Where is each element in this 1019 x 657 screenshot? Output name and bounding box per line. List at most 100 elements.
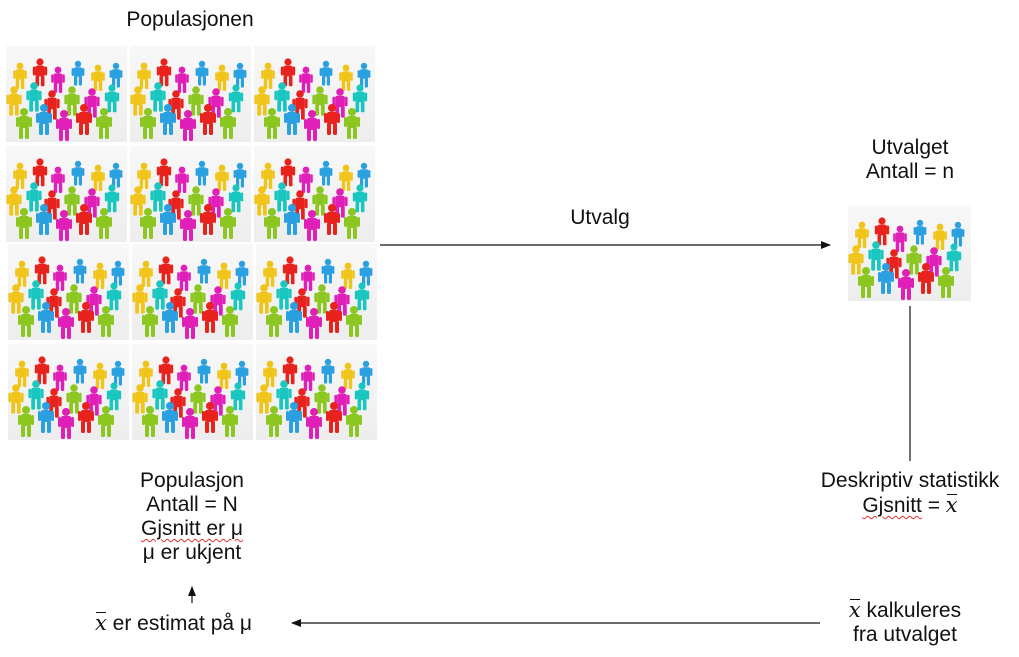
person-figure-icon [175, 166, 189, 193]
crowd-image [132, 244, 253, 340]
person-figure-icon [346, 306, 362, 337]
person-figure-icon [276, 280, 292, 310]
person-figure-icon [96, 108, 112, 139]
crowd-image [6, 146, 127, 242]
person-figure-icon [98, 306, 114, 337]
person-figure-icon [341, 362, 355, 389]
person-figure-icon [858, 267, 874, 298]
person-figure-icon [319, 160, 333, 186]
descriptive-title: Deskriptiv statistikk [820, 469, 1000, 492]
person-figure-icon [210, 286, 226, 316]
spellcheck-word: Gjsnitt [862, 494, 922, 517]
person-figure-icon [855, 221, 869, 248]
person-figure-icon [76, 104, 92, 135]
crowd-figures [130, 158, 247, 241]
person-figure-icon [150, 182, 166, 212]
crowd-image [8, 244, 129, 340]
person-figure-icon [228, 184, 244, 213]
person-figure-icon [263, 360, 277, 387]
person-figure-icon [16, 108, 32, 139]
person-figure-icon [132, 384, 148, 414]
crowd-image [132, 344, 253, 440]
person-figure-icon [162, 402, 178, 433]
person-figure-icon [109, 62, 123, 88]
person-figure-icon [235, 260, 249, 286]
person-figure-icon [341, 262, 355, 289]
population-label-line: Populasjon [140, 469, 244, 492]
person-figure-icon [26, 82, 42, 112]
calculated-line: x kalkuleres [820, 598, 990, 623]
person-figure-icon [162, 302, 178, 333]
person-figure-icon [254, 186, 270, 216]
person-figure-icon [188, 86, 204, 116]
person-figure-icon [53, 264, 67, 291]
person-figure-icon [321, 358, 335, 384]
crowd-image [130, 46, 251, 142]
person-figure-icon [215, 164, 229, 191]
person-figure-icon [230, 282, 246, 311]
person-figure-icon [91, 164, 105, 191]
person-figure-icon [58, 308, 74, 339]
person-figure-icon [933, 223, 947, 250]
calculated-text: kalkuleres [860, 599, 962, 622]
person-figure-icon [312, 186, 328, 216]
person-figure-icon [38, 402, 54, 433]
crowd-image [130, 146, 251, 242]
x-bar-symbol: x [95, 611, 107, 635]
person-figure-icon [321, 258, 335, 284]
person-figure-icon [339, 64, 353, 91]
person-figure-icon [182, 308, 198, 339]
person-figure-icon [96, 208, 112, 239]
estimate-text: er estimat på μ [106, 612, 252, 635]
person-figure-icon [66, 284, 82, 314]
person-figure-icon [156, 158, 172, 187]
person-figure-icon [938, 267, 954, 298]
x-bar-symbol: x [848, 598, 861, 622]
person-figure-icon [6, 86, 22, 116]
population-count-line: Antall = N [146, 493, 238, 516]
person-figure-icon [137, 62, 151, 89]
person-figure-icon [222, 406, 238, 437]
person-figure-icon [13, 62, 27, 89]
crowd-figures [132, 256, 249, 339]
person-figure-icon [28, 380, 44, 410]
person-figure-icon [15, 360, 29, 387]
person-figure-icon [286, 302, 302, 333]
person-figure-icon [190, 384, 206, 414]
person-figure-icon [266, 306, 282, 337]
person-figure-icon [334, 386, 350, 416]
equals-text: = [921, 494, 946, 517]
crowd-figures [6, 158, 123, 241]
person-figure-icon [299, 66, 313, 93]
person-figure-icon [215, 64, 229, 91]
crowd-image [6, 46, 127, 142]
person-figure-icon [878, 263, 894, 294]
crowd-figures [130, 58, 247, 141]
population-title: Populasjonen [126, 8, 254, 31]
person-figure-icon [946, 243, 962, 272]
person-figure-icon [142, 306, 158, 337]
person-figure-icon [319, 60, 333, 86]
person-figure-icon [64, 86, 80, 116]
person-figure-icon [26, 182, 42, 212]
person-figure-icon [312, 86, 328, 116]
crowd-image [8, 344, 129, 440]
person-figure-icon [130, 86, 146, 116]
person-figure-icon [200, 104, 216, 135]
from-sample-text: fra utvalget [853, 623, 957, 646]
sample-title-line: Utvalget [871, 136, 949, 159]
person-figure-icon [306, 308, 322, 339]
person-figure-icon [137, 162, 151, 189]
person-figure-icon [175, 66, 189, 93]
person-figure-icon [177, 364, 191, 391]
person-figure-icon [195, 160, 209, 186]
person-figure-icon [44, 90, 60, 120]
population-mean-line: Gjsnitt er μ [112, 517, 272, 541]
person-figure-icon [106, 282, 122, 311]
person-figure-icon [266, 406, 282, 437]
person-figure-icon [78, 302, 94, 333]
person-figure-icon [230, 382, 246, 411]
person-figure-icon [36, 104, 52, 135]
person-figure-icon [56, 110, 72, 141]
